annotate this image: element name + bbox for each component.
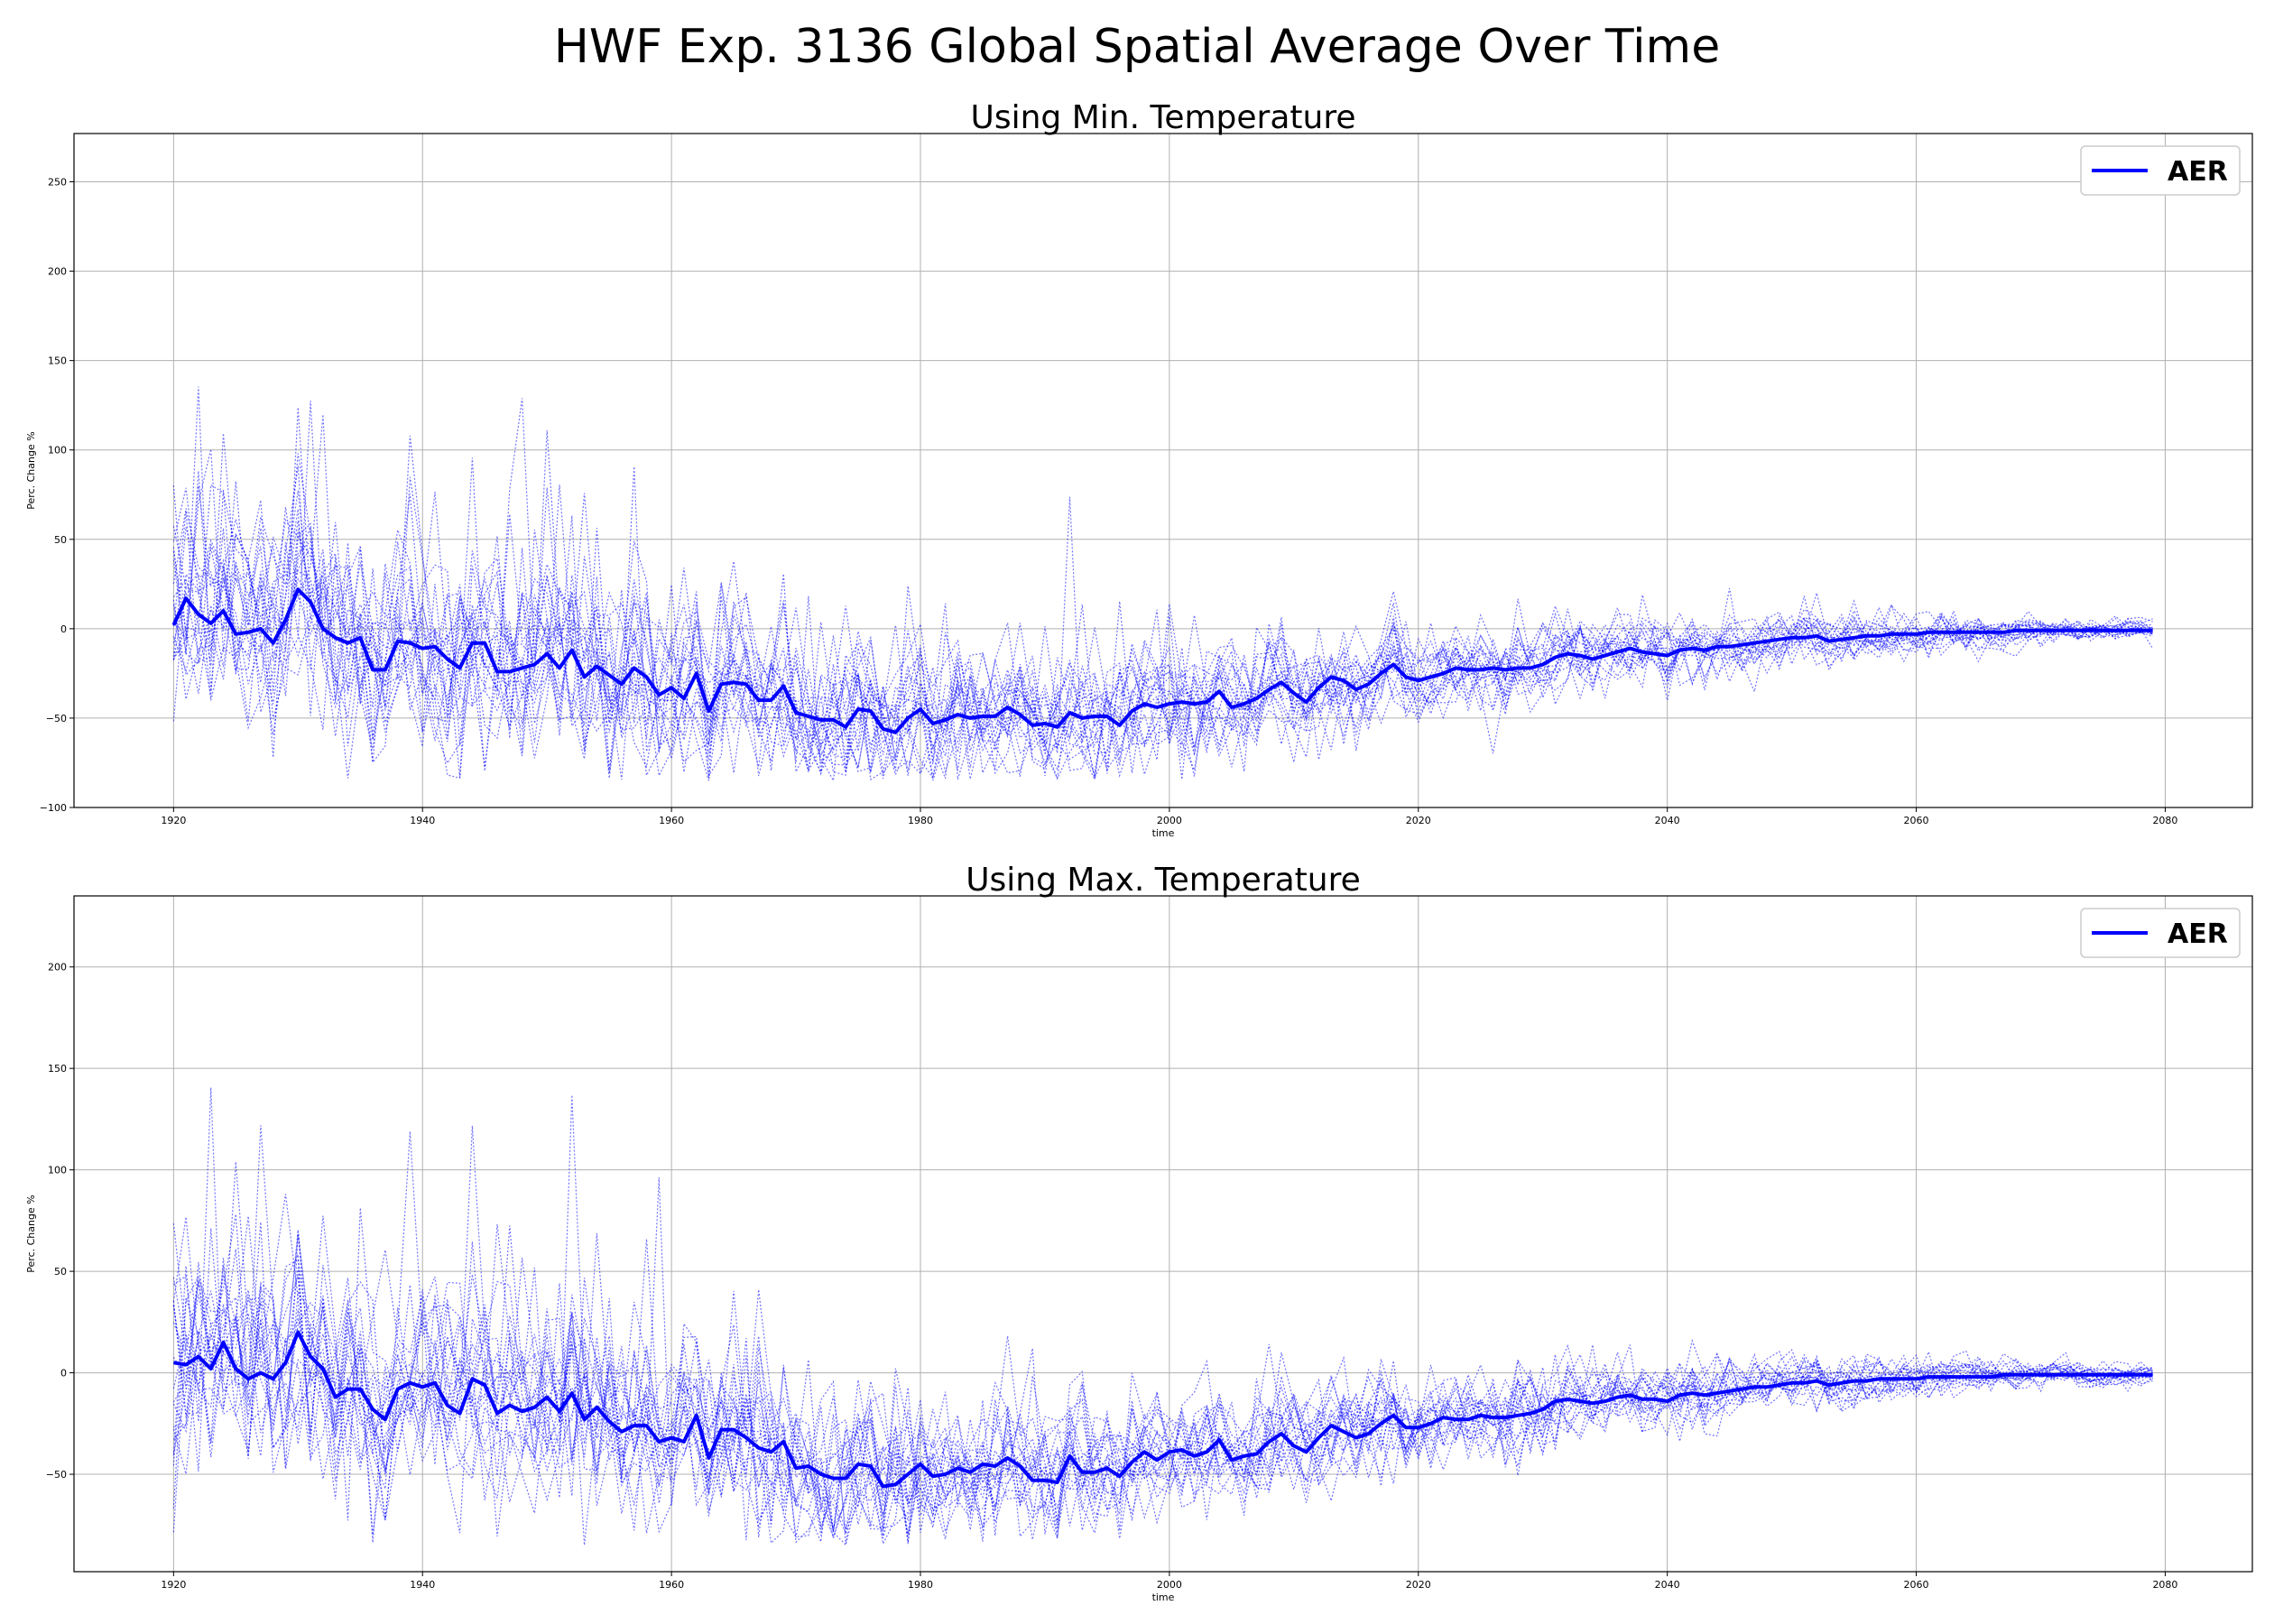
ensemble-member-line — [172, 500, 2153, 780]
ensemble-member-line — [172, 525, 2153, 779]
ensemble-member-line — [172, 487, 2153, 781]
legend-label-aer: AER — [2168, 918, 2228, 950]
y-tick-label: 50 — [54, 1266, 67, 1278]
chart-subtitle: Using Min. Temperature — [970, 99, 1355, 136]
x-tick-label: 2060 — [1904, 815, 1929, 826]
x-tick-label: 2020 — [1406, 1579, 1431, 1591]
x-tick-label: 2000 — [1157, 1579, 1182, 1591]
x-axis-label: time — [1152, 827, 1175, 839]
x-tick-label: 1960 — [659, 1579, 684, 1591]
ensemble-member-line — [172, 1232, 2154, 1523]
series-line-aer — [173, 1330, 2153, 1489]
y-tick-label: 100 — [48, 1165, 67, 1176]
x-tick-label: 2040 — [1655, 1579, 1680, 1591]
ensemble-member-line — [172, 1130, 2153, 1539]
x-tick-label: 2080 — [2152, 815, 2177, 826]
x-tick-label: 2040 — [1655, 815, 1680, 826]
ensemble-member-line — [172, 528, 2153, 780]
y-axis-label: Perc. Change % — [25, 431, 37, 509]
y-tick-label: 100 — [48, 445, 67, 457]
figure-title: HWF Exp. 3136 Global Spatial Average Ove… — [553, 20, 1721, 74]
x-tick-label: 1940 — [410, 815, 435, 826]
x-tick-label: 2060 — [1904, 1579, 1929, 1591]
legend-box — [2080, 145, 2241, 196]
x-axis-label: time — [1152, 1592, 1175, 1603]
ensemble-member-line — [172, 414, 2153, 780]
legend: AER — [2080, 145, 2241, 196]
series-line-aer — [171, 587, 2153, 734]
ensemble-member-line — [172, 398, 2153, 781]
plot-area — [171, 386, 2154, 783]
legend-label-aer: AER — [2168, 156, 2228, 188]
y-tick-label: 150 — [48, 1063, 67, 1075]
ensemble-member-line — [172, 401, 2153, 771]
x-tick-label: 2080 — [2152, 1579, 2177, 1591]
x-tick-label: 2020 — [1406, 815, 1431, 826]
y-tick-label: 200 — [48, 962, 67, 973]
x-tick-label: 1980 — [908, 815, 933, 826]
ensemble-member-line — [172, 484, 2153, 780]
ensemble-member-line — [172, 1223, 2153, 1536]
ensemble-member-line — [172, 513, 2153, 780]
ensemble-member-line — [172, 448, 2153, 779]
x-tick-label: 1920 — [161, 1579, 186, 1591]
chart-panel-1: Using Min. Temperature 1920 1940 1960 1980 20… — [25, 99, 2253, 839]
x-tick-label: 1920 — [161, 815, 186, 826]
x-tick-label: 1960 — [659, 815, 684, 826]
y-tick-label: −50 — [46, 713, 67, 724]
ensemble-member-line — [172, 435, 2153, 781]
ensemble-member-line — [173, 1232, 2153, 1545]
y-tick-label: 250 — [48, 176, 67, 188]
plot-frame — [73, 895, 2253, 1573]
x-tick-label: 1980 — [908, 1579, 933, 1591]
ensemble-member-line — [172, 1194, 2153, 1538]
y-axis-label: Perc. Change % — [25, 1195, 37, 1272]
y-tick-label: 150 — [48, 355, 67, 367]
y-tick-label: −100 — [40, 802, 67, 814]
y-tick-label: 0 — [60, 1368, 67, 1379]
x-tick-label: 1940 — [410, 1579, 435, 1591]
ensemble-member-line — [172, 541, 2153, 777]
plot-frame — [73, 133, 2253, 808]
y-tick-label: −50 — [46, 1469, 67, 1481]
ensemble-member-line — [172, 429, 2153, 777]
ensemble-member-line — [172, 484, 2153, 783]
ensemble-member-line — [172, 1125, 2153, 1540]
ensemble-member-line — [172, 1264, 2153, 1536]
y-tick-label: 0 — [60, 623, 67, 635]
y-tick-label: 200 — [48, 266, 67, 278]
plot-area — [172, 1087, 2154, 1546]
ensemble-member-line — [172, 1176, 2153, 1539]
chart-panel-2: Using Max. Temperature 1920 1940 1960 1980 20… — [25, 862, 2253, 1603]
legend: AER — [2080, 908, 2241, 958]
ensemble-member-line — [172, 386, 2154, 778]
ensemble-member-line — [172, 1266, 2153, 1536]
legend-box — [2080, 908, 2241, 958]
ensemble-member-line — [172, 407, 2153, 776]
y-tick-label: 50 — [54, 534, 67, 546]
ensemble-member-line — [172, 1250, 2153, 1545]
ensemble-member-line — [172, 1125, 2153, 1535]
chart-subtitle: Using Max. Temperature — [966, 862, 1361, 899]
x-tick-label: 2000 — [1157, 815, 1182, 826]
